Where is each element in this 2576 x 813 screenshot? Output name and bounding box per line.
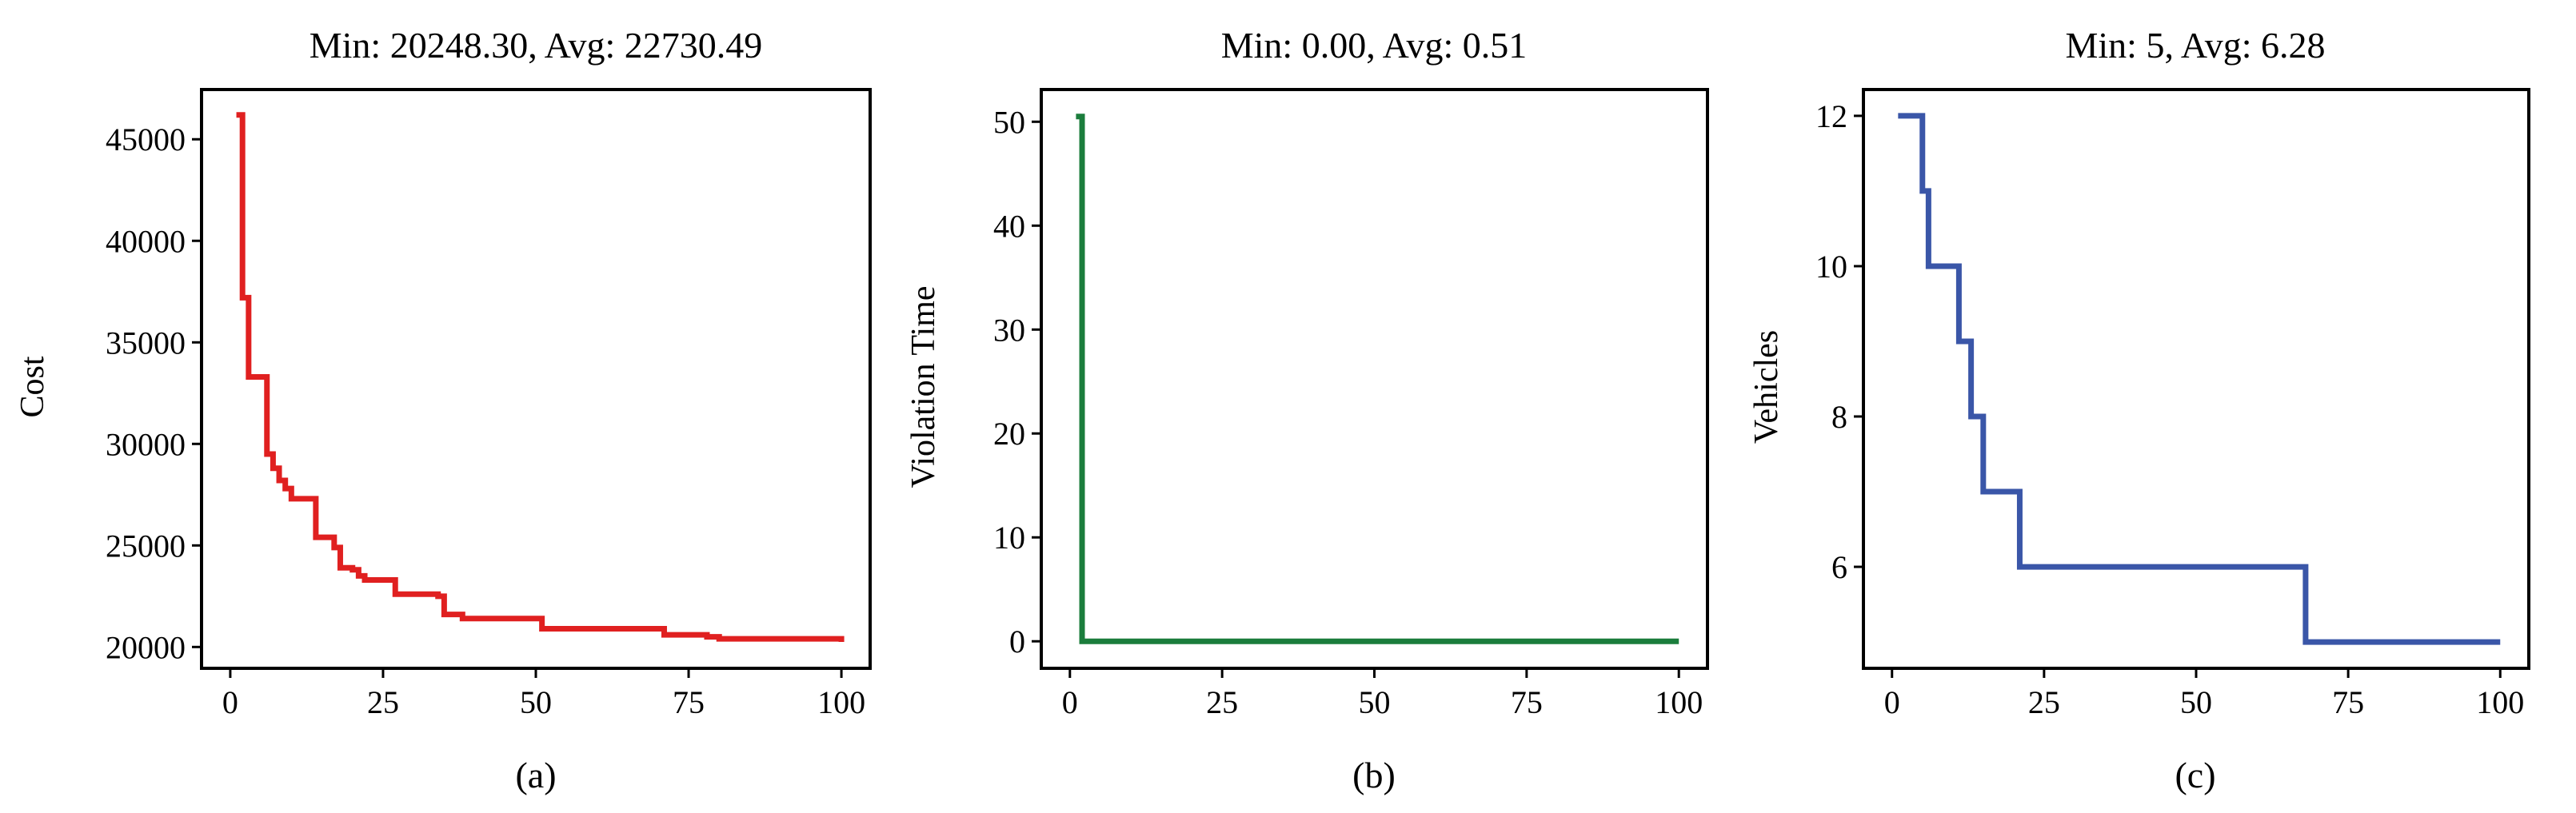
x-tick-label: 25 — [1206, 684, 1238, 720]
panel-b: Min: 0.00, Avg: 0.51 Violation Time 0 25 5… — [905, 25, 1709, 795]
x-tick-label: 100 — [2476, 684, 2524, 720]
y-tick-label: 0 — [1009, 624, 1025, 660]
x-tick-label: 50 — [1359, 684, 1391, 720]
panel-a: Min: 20248.30, Avg: 22730.49 Cost 0 25 50 7… — [14, 25, 872, 795]
y-tick-label: 35000 — [106, 325, 186, 361]
y-tick-label: 20 — [993, 416, 1025, 452]
y-tick-label: 25000 — [106, 528, 186, 564]
y-tick-label: 45000 — [106, 122, 186, 157]
plot-frame — [1862, 88, 2530, 670]
panel-caption: (b) — [1352, 755, 1396, 795]
series-line — [1898, 113, 2501, 645]
y-tick-label: 8 — [1831, 399, 1847, 435]
series-line — [236, 112, 845, 642]
y-tick-label: 12 — [1815, 98, 1847, 134]
y-axis-label: Vehicles — [1748, 330, 1785, 444]
plot-area: 0 25 50 75 100 20000 25000 30000 35000 40000 45000 — [106, 112, 865, 720]
x-tick-label: 100 — [817, 684, 865, 720]
plot-area: 0 25 50 75 100 0 10 20 30 40 50 — [993, 104, 1703, 720]
panel-c: Min: 5, Avg: 6.28 Vehicles 0 25 50 75 100 6 8 1… — [1748, 25, 2530, 795]
plot-area: 0 25 50 75 100 6 8 10 12 — [1815, 98, 2524, 720]
x-tick-label: 75 — [2332, 684, 2364, 720]
y-tick-label: 10 — [1815, 249, 1847, 285]
plot-frame — [200, 88, 872, 670]
x-tick-label: 0 — [1884, 684, 1900, 720]
y-tick-label: 30 — [993, 312, 1025, 348]
y-tick-label: 50 — [993, 104, 1025, 140]
panel-caption: (c) — [2175, 755, 2215, 795]
x-tick-label: 75 — [1511, 684, 1543, 720]
x-tick-label: 25 — [367, 684, 399, 720]
y-tick-label: 20000 — [106, 629, 186, 665]
y-tick-label: 10 — [993, 520, 1025, 556]
x-tick-label: 50 — [2180, 684, 2212, 720]
chart-title: Min: 5, Avg: 6.28 — [2065, 25, 2325, 66]
panel-caption: (a) — [515, 755, 556, 795]
y-tick-label: 30000 — [106, 426, 186, 462]
y-axis-label: Violation Time — [905, 285, 942, 488]
chart-title: Min: 20248.30, Avg: 22730.49 — [310, 25, 763, 66]
x-tick-label: 75 — [673, 684, 705, 720]
x-tick-label: 25 — [2028, 684, 2060, 720]
y-tick-label: 40 — [993, 208, 1025, 244]
y-tick-label: 6 — [1831, 549, 1847, 585]
chart-title: Min: 0.00, Avg: 0.51 — [1221, 25, 1528, 66]
x-tick-label: 0 — [222, 684, 238, 720]
x-tick-label: 0 — [1062, 684, 1078, 720]
series-line — [1076, 114, 1679, 644]
y-tick-label: 40000 — [106, 223, 186, 259]
x-tick-label: 100 — [1655, 684, 1703, 720]
plot-frame — [1040, 88, 1709, 670]
y-axis-label: Cost — [14, 356, 51, 417]
x-tick-label: 50 — [520, 684, 552, 720]
